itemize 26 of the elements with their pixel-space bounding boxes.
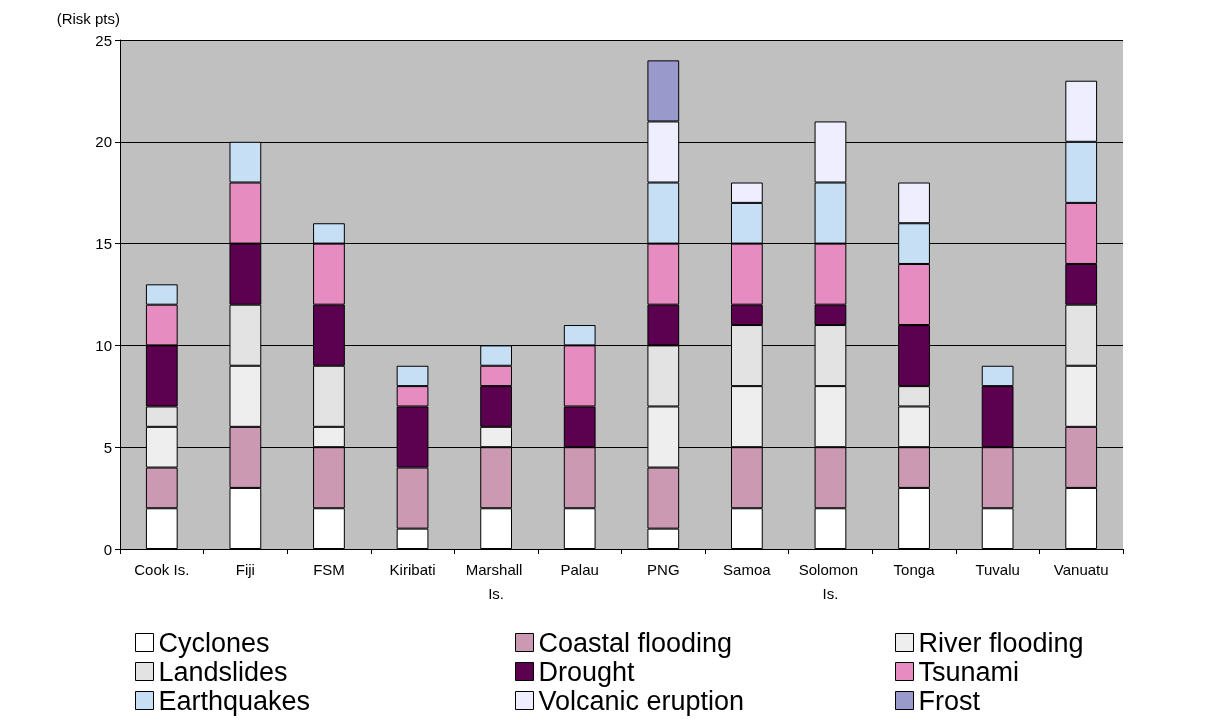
legend-label: Tsunami [918,656,1020,687]
legend-label: River flooding [918,627,1084,658]
y-tick-label: 0 [103,540,112,558]
x-tick-label: Tonga [893,560,936,578]
x-tick-label: Kiribati [389,560,436,578]
x-tick-label: Solomon Is. [798,560,863,602]
y-tick-label: 5 [103,438,112,456]
x-tick-label: Marshall Is. [465,560,527,602]
x-tick-label: Vanuatu [1053,560,1109,578]
legend-label: Cyclones [158,627,270,658]
x-tick-label: PNG [647,560,680,578]
legend-label: Drought [538,656,636,687]
y-tick-label: 15 [95,235,112,253]
x-tick-label: Palau [560,560,599,578]
y-tick-label: 25 [95,31,112,49]
y-tick-label: 10 [95,336,112,354]
legend-label: Coastal flooding [538,627,733,658]
legend-label: Earthquakes [158,685,311,716]
y-tick-label: 20 [95,133,112,151]
y-axis-title: (Risk pts) [56,10,120,27]
x-tick-label: Cook Is. [134,560,190,578]
x-tick-label: Tuvalu [975,560,1020,578]
x-tick-label: Samoa [723,560,772,578]
x-tick-label: FSM [313,560,345,578]
x-tick-label: Fiji [235,560,255,578]
legend-label: Frost [918,685,981,716]
